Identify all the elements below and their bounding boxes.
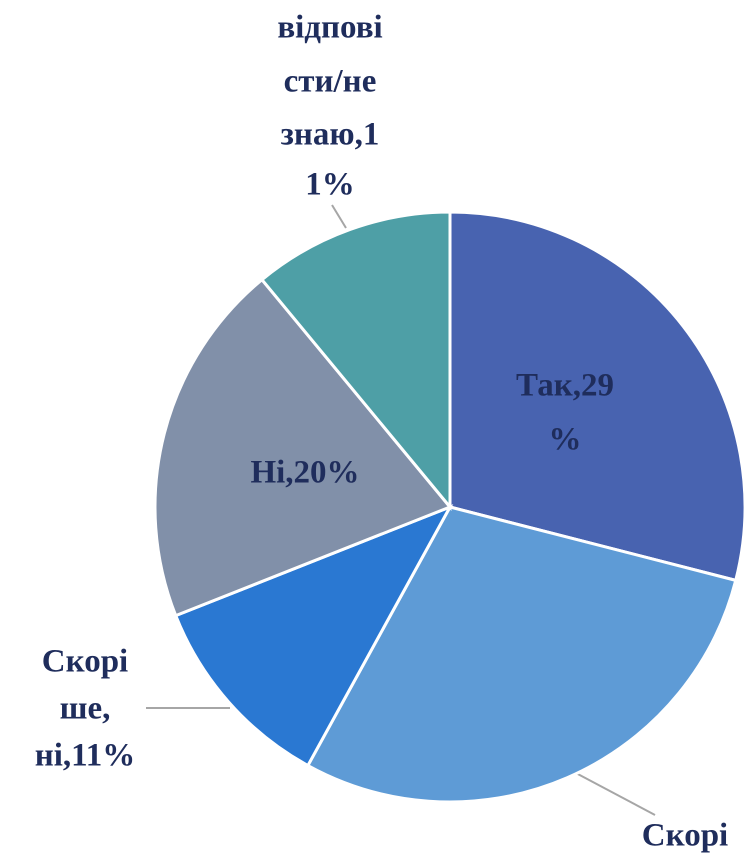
pie-slice <box>305 505 738 804</box>
pie-slice <box>153 277 453 618</box>
data-label: знаю,1 <box>281 117 380 153</box>
leader-line <box>573 771 656 816</box>
data-label: Так,29 <box>516 368 614 404</box>
pie <box>153 210 744 804</box>
data-label: Ні,20% <box>250 455 359 491</box>
pie-slice <box>448 210 744 583</box>
data-label: ні,11% <box>35 738 136 774</box>
data-label: Скорі <box>642 818 728 854</box>
data-label: % <box>549 422 582 458</box>
data-label: сти/не <box>284 64 377 100</box>
data-label: 1% <box>305 167 355 203</box>
leader-line <box>331 204 347 229</box>
pie-slice <box>173 504 454 768</box>
data-label: Скорі <box>42 644 128 680</box>
labels: Так,29% Скорі Скорі ше, ні,11% Ні,20% відпові с… <box>35 10 729 854</box>
data-label: ше, <box>60 691 111 727</box>
data-label: відпові <box>277 10 382 46</box>
pie-slice <box>259 210 452 512</box>
